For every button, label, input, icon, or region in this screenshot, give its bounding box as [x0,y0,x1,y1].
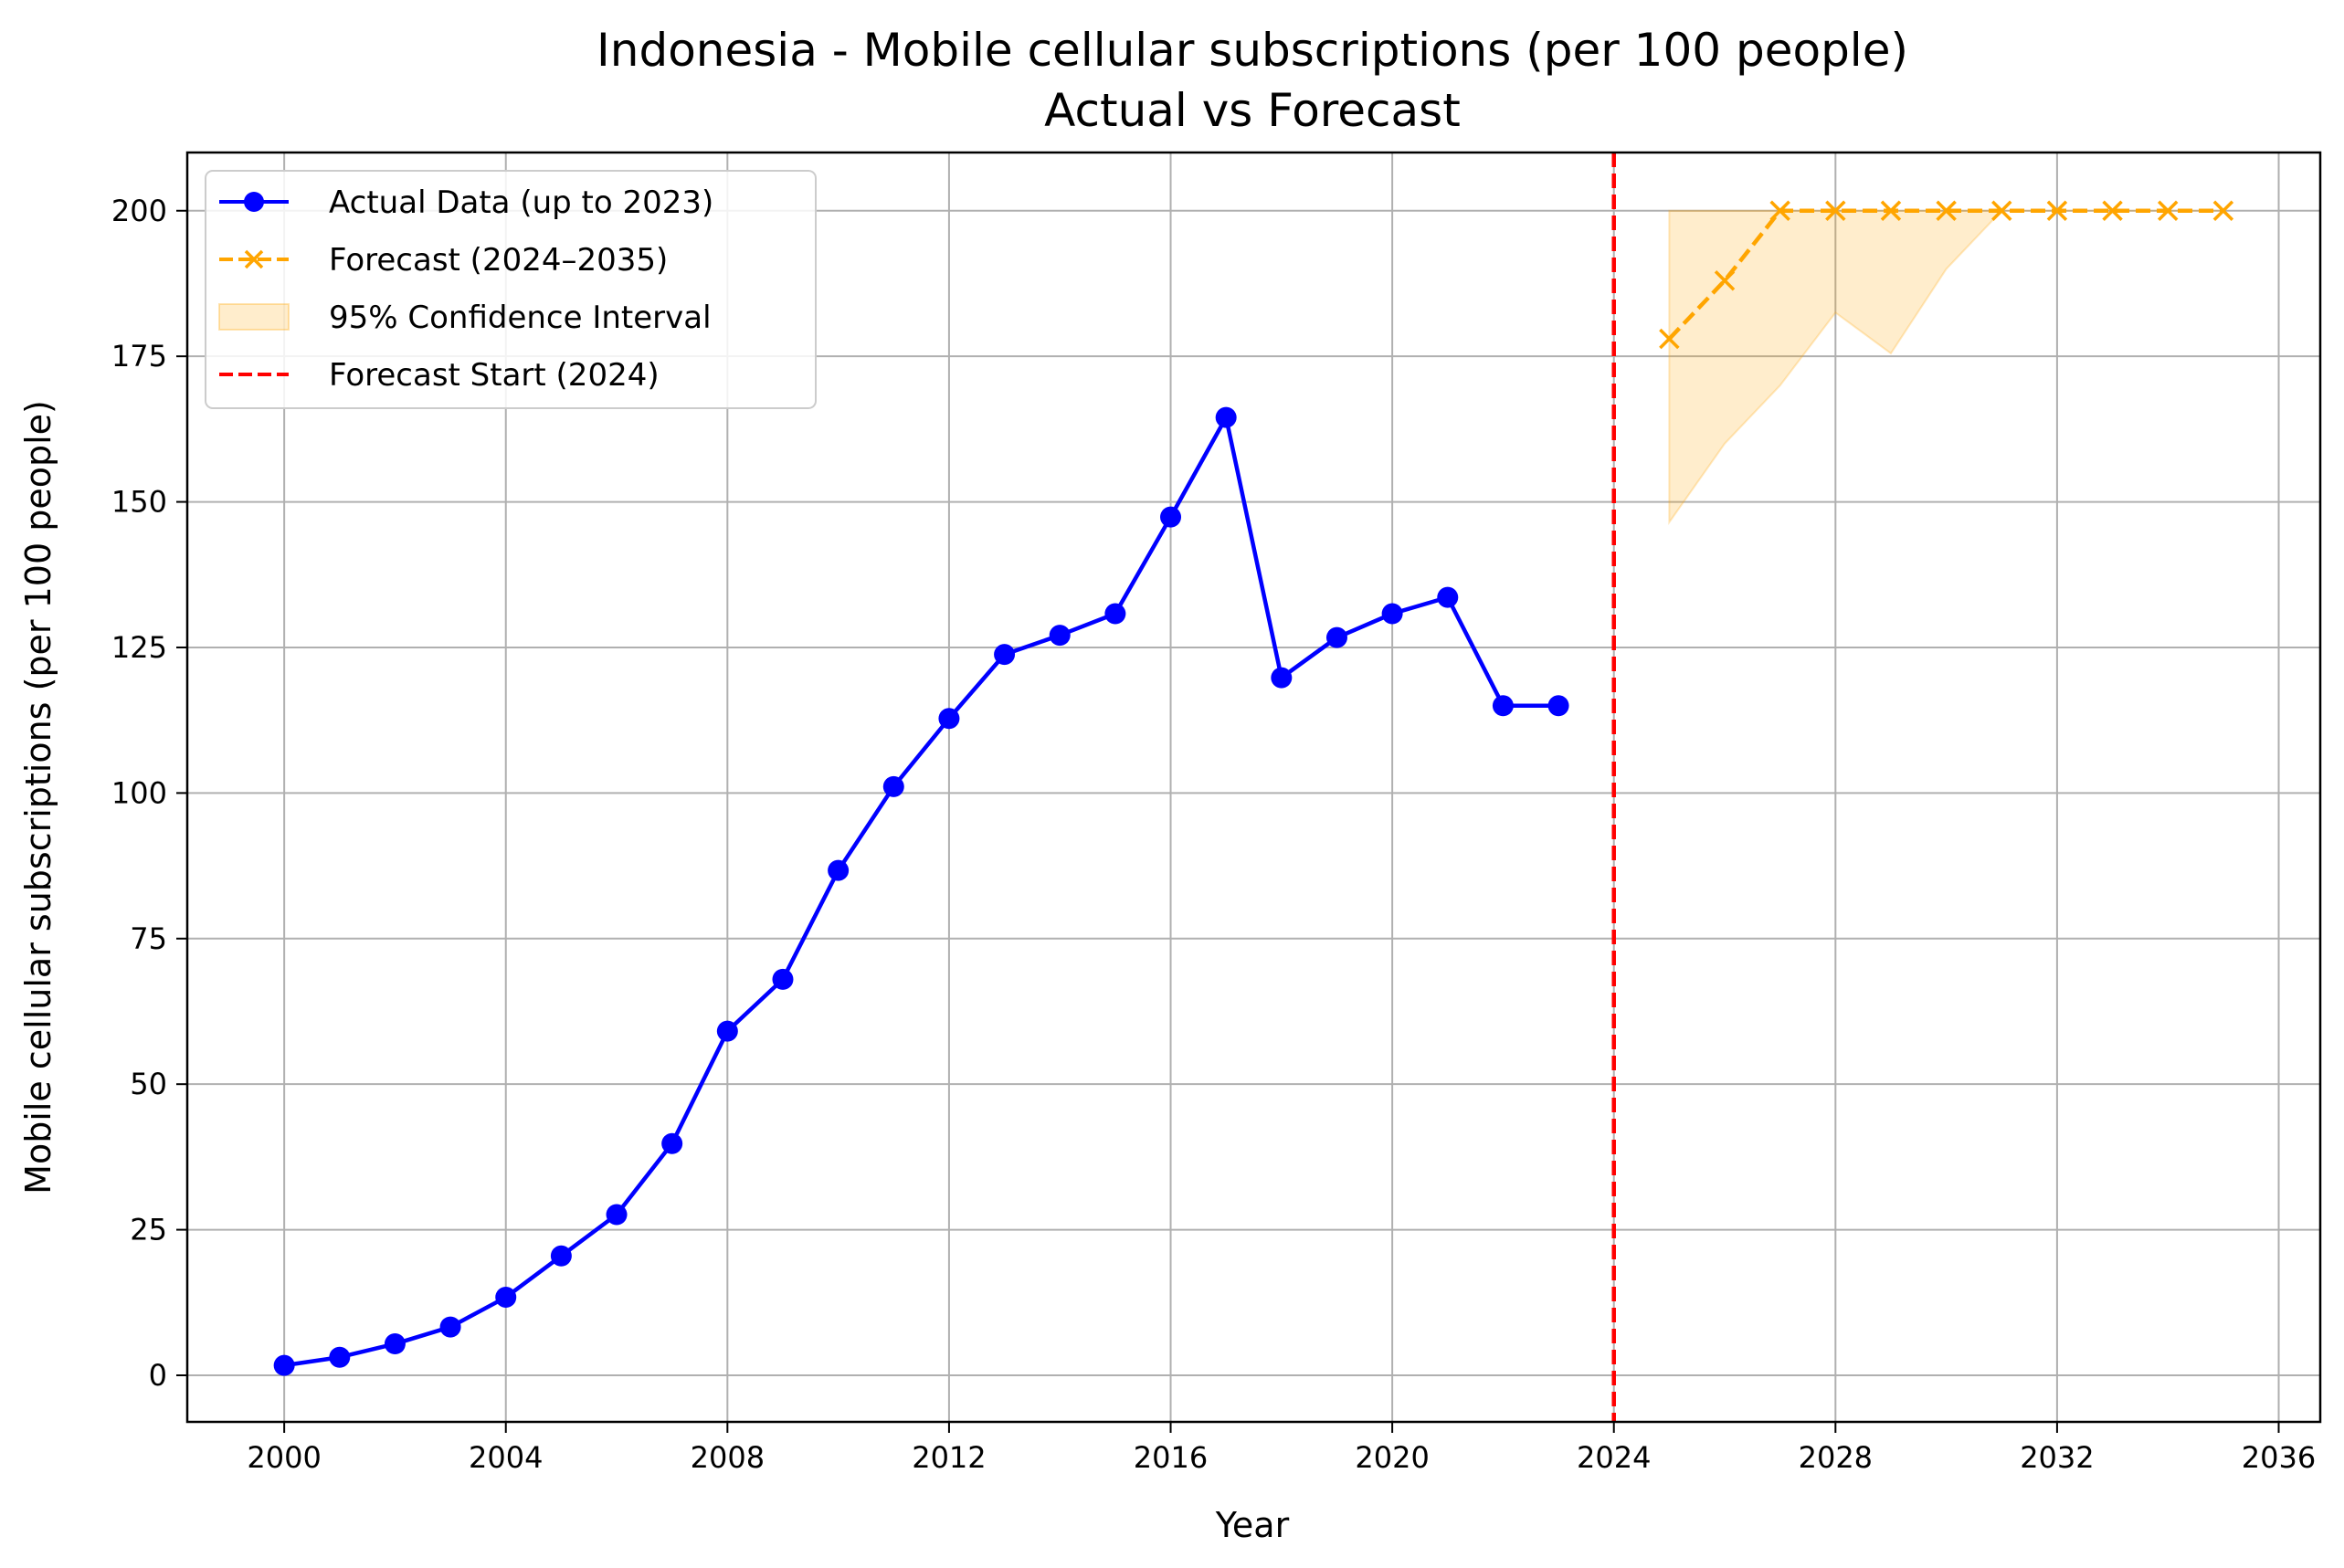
y-tick-label: 125 [111,630,167,665]
actual-data-point [439,1316,461,1338]
legend-box [205,170,817,409]
legend-forecast-label: Forecast (2024–2035) [329,242,668,279]
x-tick-label: 2024 [1577,1440,1651,1475]
confidence-band [1668,209,2223,526]
actual-data-point [1049,625,1071,647]
actual-data-point [606,1204,628,1226]
actual-data-point [1325,626,1347,648]
actual-data-point [938,708,960,730]
y-tick-label: 150 [111,485,167,520]
legend-forecast-marker [244,249,264,269]
forecast-series-line [1667,208,2223,341]
forecast-data-point [1880,200,1902,221]
actual-data-point [384,1333,406,1355]
confidence-interval-band [1668,209,2223,526]
forecast-data-point [1659,328,1680,350]
forecast-data-point [1936,200,1957,221]
actual-data-point [772,968,794,990]
actual-data-point [994,644,1016,666]
x-tick-label: 2028 [1799,1440,1873,1475]
actual-data-point [1381,603,1403,625]
forecast-data-point [2102,200,2123,221]
actual-data-point [1547,695,1569,717]
legend-ci-label: 95% Confidence Interval [329,300,712,336]
grid [187,153,2320,1422]
legend-actual-marker [244,192,264,212]
legend-ci-swatch [218,303,290,331]
x-axis-ticks: 2000 2004 2008 2012 2016 2020 2024 2028 2032 2036 [247,1422,2316,1475]
series-group [273,200,2234,1376]
chart-subtitle: Actual vs Forecast [1044,84,1461,137]
x-tick-label: 2032 [2020,1440,2094,1475]
x-tick-label: 2000 [247,1440,321,1475]
forecast-data-point [1714,270,1736,291]
plot-area-frame [185,151,2322,1424]
legend-entry-forecast: Forecast (2024–2035) [219,242,668,279]
y-axis-label: Mobile cellular subscriptions (per 100 p… [18,400,58,1194]
actual-series-line [283,415,1559,1368]
x-tick-label: 2016 [1134,1440,1208,1475]
forecast-data-point [1825,200,1846,221]
y-tick-label: 0 [149,1358,167,1393]
y-tick-label: 200 [111,194,167,228]
legend-entry-vline: Forecast Start (2024) [219,357,660,394]
legend-entry-actual: Actual Data (up to 2023) [219,184,713,221]
y-tick-label: 50 [130,1067,167,1101]
legend-entry-ci: 95% Confidence Interval [218,300,712,336]
actual-data-point [1215,406,1237,428]
forecast-data-point [1769,200,1790,221]
actual-data-point [882,775,904,797]
y-tick-label: 175 [111,339,167,374]
x-tick-label: 2004 [469,1440,543,1475]
x-tick-label: 2020 [1355,1440,1429,1475]
actual-data-point [329,1346,351,1368]
actual-data-point [1437,586,1459,608]
x-axis-label: Year [1215,1505,1290,1545]
chart-title: Indonesia - Mobile cellular subscription… [597,24,1908,77]
x-tick-label: 2012 [912,1440,986,1475]
actual-data-point [495,1287,517,1309]
y-tick-label: 75 [130,921,167,956]
y-tick-label: 100 [111,775,167,810]
actual-data-point [716,1020,738,1042]
actual-data-point [273,1354,295,1376]
forecast-data-point [2157,200,2179,221]
legend: Actual Data (up to 2023) Forecast (2024–… [205,170,817,409]
actual-data-point [661,1132,683,1154]
actual-data-point [1271,667,1293,689]
legend-actual-label: Actual Data (up to 2023) [329,184,713,221]
forecast-data-point [2046,200,2068,221]
y-tick-label: 25 [130,1213,167,1247]
actual-data-point [1104,603,1126,625]
actual-data-point [1492,695,1514,717]
actual-data-point [1160,506,1182,528]
x-tick-label: 2036 [2242,1440,2316,1475]
actual-data-point [550,1245,572,1267]
forecast-data-point [1991,200,2012,221]
x-tick-label: 2008 [691,1440,765,1475]
actual-data-point [828,859,850,881]
y-axis-ticks: 0 25 50 75 100 125 150 175 200 [111,194,187,1393]
forecast-data-point [2212,200,2234,221]
legend-vline-label: Forecast Start (2024) [329,357,660,394]
